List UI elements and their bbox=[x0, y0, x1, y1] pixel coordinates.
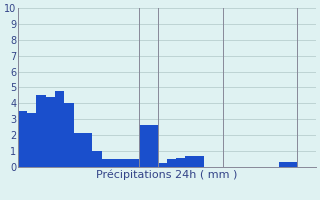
Bar bbox=[111, 159, 120, 167]
Bar bbox=[102, 159, 111, 167]
Bar bbox=[36, 95, 46, 167]
Bar bbox=[130, 159, 139, 167]
Bar bbox=[27, 113, 36, 167]
Bar bbox=[92, 151, 102, 167]
Bar bbox=[148, 125, 157, 167]
Bar bbox=[120, 159, 130, 167]
Bar bbox=[176, 158, 186, 167]
Bar bbox=[139, 125, 148, 167]
Bar bbox=[46, 97, 55, 167]
Bar bbox=[157, 163, 167, 167]
Bar bbox=[186, 156, 195, 167]
Bar bbox=[167, 159, 176, 167]
Bar bbox=[18, 111, 27, 167]
Bar bbox=[195, 156, 204, 167]
Bar bbox=[74, 133, 83, 167]
Bar bbox=[288, 162, 297, 167]
X-axis label: Précipitations 24h ( mm ): Précipitations 24h ( mm ) bbox=[96, 169, 237, 180]
Bar bbox=[83, 133, 92, 167]
Bar bbox=[55, 91, 64, 167]
Bar bbox=[279, 162, 288, 167]
Bar bbox=[64, 103, 74, 167]
